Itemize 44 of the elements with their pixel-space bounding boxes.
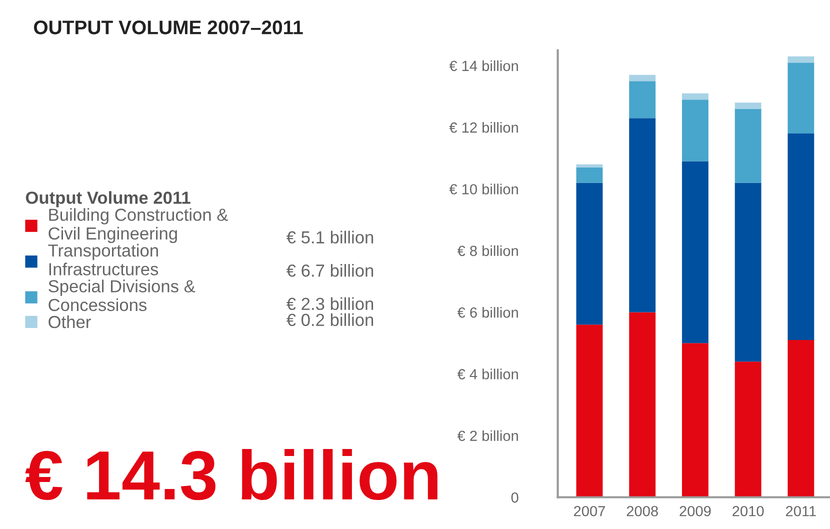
y-tick-label: € 2 billion xyxy=(457,430,518,442)
x-tick-label: 2011 xyxy=(786,506,816,516)
y-tick-label: 0 xyxy=(511,492,518,503)
text: OUTPUT VOLUME 2007–2011 xyxy=(34,20,303,34)
legend-title: Output Volume 2011 xyxy=(26,191,190,208)
x-tick-label: 2007 xyxy=(574,506,605,516)
bar xyxy=(682,343,708,498)
legend-label: Special Divisions & Concessions xyxy=(48,280,196,312)
bar xyxy=(788,56,814,63)
legend-label: Transportation Infrastructures xyxy=(48,244,158,276)
bar xyxy=(682,93,708,100)
legend-label: Building Construction & Civil Engineering xyxy=(48,208,228,244)
bar xyxy=(629,312,656,498)
bar xyxy=(576,167,603,183)
bar xyxy=(788,62,814,134)
bar xyxy=(576,182,603,325)
x-tick-label: 2009 xyxy=(680,506,711,516)
bar xyxy=(734,102,762,109)
bar xyxy=(576,324,603,498)
text: € 2.3 billion xyxy=(286,297,374,310)
y-tick-label: € 12 billion xyxy=(449,122,518,133)
bar xyxy=(629,118,656,312)
y-tick-label: € 14 billion xyxy=(449,60,518,72)
bar xyxy=(734,108,762,183)
y-tick-label: € 10 billion xyxy=(449,184,518,194)
y-tick-label: € 8 billion xyxy=(457,245,518,256)
text: € 0.2 billion xyxy=(286,313,374,326)
bar xyxy=(629,81,656,118)
bar xyxy=(629,74,656,82)
bar xyxy=(682,161,708,344)
bar xyxy=(734,362,762,498)
bar xyxy=(576,164,603,168)
legend-label: Other xyxy=(48,315,91,328)
text: € 5.1 billion xyxy=(286,230,374,244)
bar xyxy=(682,100,708,162)
bar xyxy=(788,133,814,340)
text: € 14.3 billion xyxy=(25,449,438,500)
x-tick-label: 2010 xyxy=(732,506,764,516)
y-tick-label: € 6 billion xyxy=(457,307,518,318)
y-tick-label: € 4 billion xyxy=(457,368,518,380)
x-tick-label: 2008 xyxy=(626,506,658,516)
bar xyxy=(734,182,762,362)
bar xyxy=(788,340,814,498)
text: € 6.7 billion xyxy=(286,264,374,277)
